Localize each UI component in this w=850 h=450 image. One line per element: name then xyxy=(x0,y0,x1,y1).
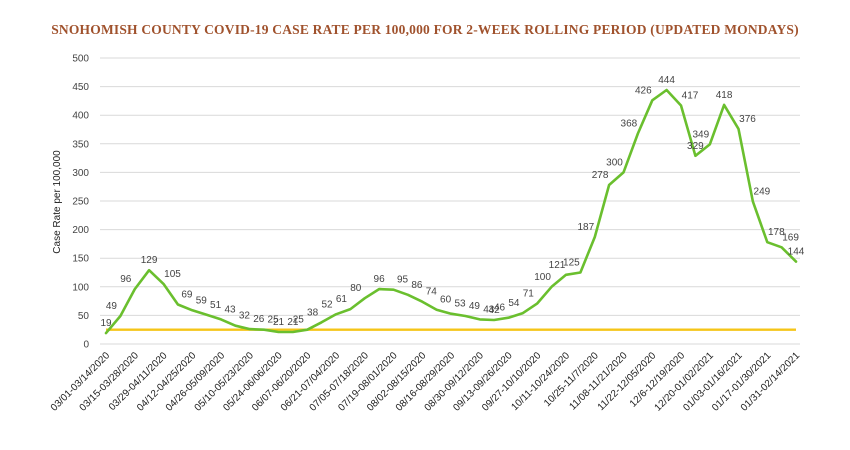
data-label: 53 xyxy=(454,299,466,310)
y-tick-label: 150 xyxy=(72,254,89,265)
data-label: 80 xyxy=(350,283,362,294)
data-label: 59 xyxy=(196,295,208,306)
data-label: 100 xyxy=(534,272,551,283)
data-label: 25 xyxy=(293,315,305,326)
data-label: 46 xyxy=(494,303,506,314)
data-label: 21 xyxy=(287,317,299,328)
data-label: 187 xyxy=(577,222,594,233)
data-label: 96 xyxy=(120,274,132,285)
data-label: 61 xyxy=(336,294,348,305)
x-axis-ticks: 03/01-03/14/202003/15-03/28/202003/29-04… xyxy=(49,350,803,414)
data-label: 125 xyxy=(563,258,580,269)
data-label: 129 xyxy=(141,255,158,266)
y-axis-ticks: 0 50 100 150 200 250 300 350 400 450 500 xyxy=(72,54,89,351)
y-tick-label: 450 xyxy=(72,82,89,93)
data-label: 43 xyxy=(224,304,236,315)
y-tick-label: 400 xyxy=(72,111,89,122)
data-label: 376 xyxy=(739,114,756,125)
gridlines xyxy=(100,57,800,345)
data-label: 42 xyxy=(489,305,501,316)
data-label: 38 xyxy=(307,307,319,318)
data-label: 417 xyxy=(682,91,699,102)
y-tick-label: 500 xyxy=(72,54,89,65)
data-label: 60 xyxy=(440,295,452,306)
y-tick-label: 0 xyxy=(83,340,89,351)
data-label: 71 xyxy=(523,288,535,299)
y-tick-label: 250 xyxy=(72,197,89,208)
data-label: 25 xyxy=(268,315,280,326)
data-label: 19 xyxy=(100,318,112,329)
y-axis-title: Case Rate per 100,000 xyxy=(52,150,63,254)
data-label: 43 xyxy=(483,304,495,315)
data-label: 95 xyxy=(397,275,409,286)
data-label: 26 xyxy=(253,314,265,325)
data-label: 121 xyxy=(549,260,566,271)
data-label: 418 xyxy=(716,90,733,101)
data-label: 52 xyxy=(321,299,333,310)
data-label: 368 xyxy=(621,119,638,130)
data-label: 49 xyxy=(106,301,118,312)
data-label: 32 xyxy=(239,311,251,322)
y-tick-label: 50 xyxy=(78,311,90,322)
data-label: 86 xyxy=(411,280,423,291)
data-label: 21 xyxy=(273,317,285,328)
y-tick-label: 300 xyxy=(72,168,89,179)
data-label: 426 xyxy=(635,85,652,96)
series-line xyxy=(104,88,798,335)
data-label: 105 xyxy=(164,269,181,280)
data-label: 144 xyxy=(788,247,805,258)
data-label: 329 xyxy=(687,141,704,152)
chart-title: SNOHOMISH COUNTY COVID-19 CASE RATE PER … xyxy=(51,22,799,37)
data-label: 51 xyxy=(210,300,222,311)
data-label: 300 xyxy=(606,157,623,168)
y-tick-label: 100 xyxy=(72,282,89,293)
data-label: 178 xyxy=(768,227,785,238)
data-label: 278 xyxy=(592,170,609,181)
y-tick-label: 200 xyxy=(72,225,89,236)
data-label: 74 xyxy=(426,287,438,298)
data-label: 169 xyxy=(782,232,799,243)
data-label: 249 xyxy=(754,187,771,198)
data-label: 349 xyxy=(692,129,709,140)
data-label: 69 xyxy=(181,290,193,301)
data-label: 444 xyxy=(658,75,675,86)
data-label: 54 xyxy=(508,298,520,309)
data-label: 49 xyxy=(469,301,481,312)
data-label: 96 xyxy=(374,274,386,285)
y-tick-label: 350 xyxy=(72,139,89,150)
